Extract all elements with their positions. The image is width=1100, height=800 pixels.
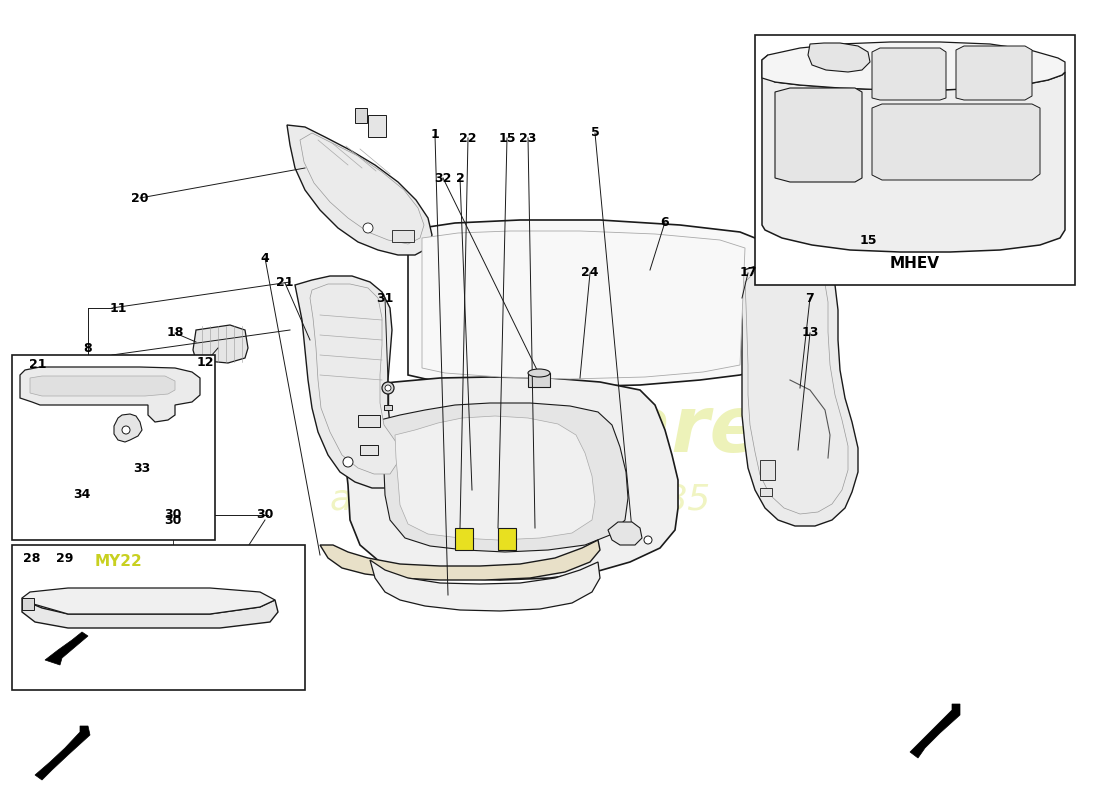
- Text: 12: 12: [196, 357, 213, 370]
- Text: 11: 11: [109, 302, 126, 314]
- Polygon shape: [910, 704, 960, 758]
- Bar: [355, 108, 367, 123]
- Bar: [528, 373, 550, 387]
- Text: 29: 29: [56, 551, 74, 565]
- Circle shape: [385, 385, 390, 391]
- Bar: [455, 528, 473, 550]
- Polygon shape: [762, 55, 1065, 252]
- Polygon shape: [808, 43, 870, 72]
- Bar: [22, 598, 34, 610]
- Polygon shape: [745, 262, 848, 514]
- Text: 6: 6: [661, 215, 669, 229]
- Text: 21: 21: [30, 358, 46, 371]
- Bar: [392, 230, 414, 242]
- Text: 2: 2: [455, 171, 464, 185]
- Polygon shape: [30, 376, 175, 396]
- Polygon shape: [20, 367, 200, 422]
- Text: 24: 24: [581, 266, 598, 279]
- Polygon shape: [370, 560, 600, 611]
- Text: MY22: MY22: [95, 554, 142, 569]
- Polygon shape: [114, 414, 142, 442]
- Bar: [12, 355, 214, 540]
- Polygon shape: [287, 125, 432, 255]
- Polygon shape: [956, 46, 1032, 100]
- Text: 23: 23: [519, 131, 537, 145]
- Polygon shape: [422, 231, 745, 379]
- Bar: [384, 405, 392, 410]
- Polygon shape: [395, 416, 595, 540]
- Text: 5: 5: [591, 126, 600, 139]
- Polygon shape: [872, 104, 1040, 180]
- Polygon shape: [310, 284, 398, 474]
- Text: 15: 15: [498, 131, 516, 145]
- Text: 20: 20: [131, 191, 149, 205]
- Bar: [368, 115, 386, 137]
- Polygon shape: [872, 48, 946, 100]
- Text: 17: 17: [739, 266, 757, 279]
- Polygon shape: [45, 632, 88, 665]
- Polygon shape: [738, 258, 858, 526]
- Text: eurospare: eurospare: [317, 392, 762, 468]
- Polygon shape: [762, 42, 1065, 90]
- Text: 21: 21: [276, 277, 294, 290]
- Bar: [760, 488, 772, 496]
- Text: 30: 30: [164, 514, 182, 526]
- Bar: [760, 460, 775, 480]
- Ellipse shape: [528, 369, 550, 377]
- Text: a passion since 1985: a passion since 1985: [330, 483, 711, 517]
- Polygon shape: [320, 540, 600, 580]
- Text: 28: 28: [23, 551, 41, 565]
- Bar: [498, 528, 516, 550]
- Text: 30: 30: [164, 509, 182, 522]
- Text: 15: 15: [859, 234, 877, 246]
- Text: 30: 30: [256, 509, 274, 522]
- Polygon shape: [330, 377, 678, 580]
- Text: 34: 34: [74, 489, 90, 502]
- Text: 4: 4: [261, 251, 270, 265]
- Text: 8: 8: [84, 342, 92, 354]
- Polygon shape: [408, 220, 760, 387]
- Text: 13: 13: [801, 326, 818, 339]
- Polygon shape: [22, 598, 278, 628]
- Text: 33: 33: [133, 462, 151, 474]
- Polygon shape: [776, 88, 862, 182]
- Circle shape: [122, 426, 130, 434]
- Text: 7: 7: [805, 291, 814, 305]
- Text: 22: 22: [460, 131, 476, 145]
- Polygon shape: [192, 325, 248, 363]
- Text: 32: 32: [434, 171, 452, 185]
- Polygon shape: [295, 276, 408, 488]
- Bar: [755, 35, 1075, 285]
- Circle shape: [644, 536, 652, 544]
- Polygon shape: [379, 403, 628, 552]
- Text: 31: 31: [376, 291, 394, 305]
- Circle shape: [363, 223, 373, 233]
- Circle shape: [382, 382, 394, 394]
- Bar: [12, 545, 305, 690]
- Text: 18: 18: [166, 326, 184, 339]
- Bar: [360, 445, 378, 455]
- Polygon shape: [608, 522, 642, 545]
- Bar: [358, 415, 379, 427]
- Circle shape: [343, 457, 353, 467]
- Polygon shape: [300, 133, 424, 244]
- Text: 1: 1: [430, 129, 439, 142]
- Text: MHEV: MHEV: [890, 255, 940, 270]
- Polygon shape: [22, 588, 275, 614]
- Polygon shape: [35, 726, 90, 780]
